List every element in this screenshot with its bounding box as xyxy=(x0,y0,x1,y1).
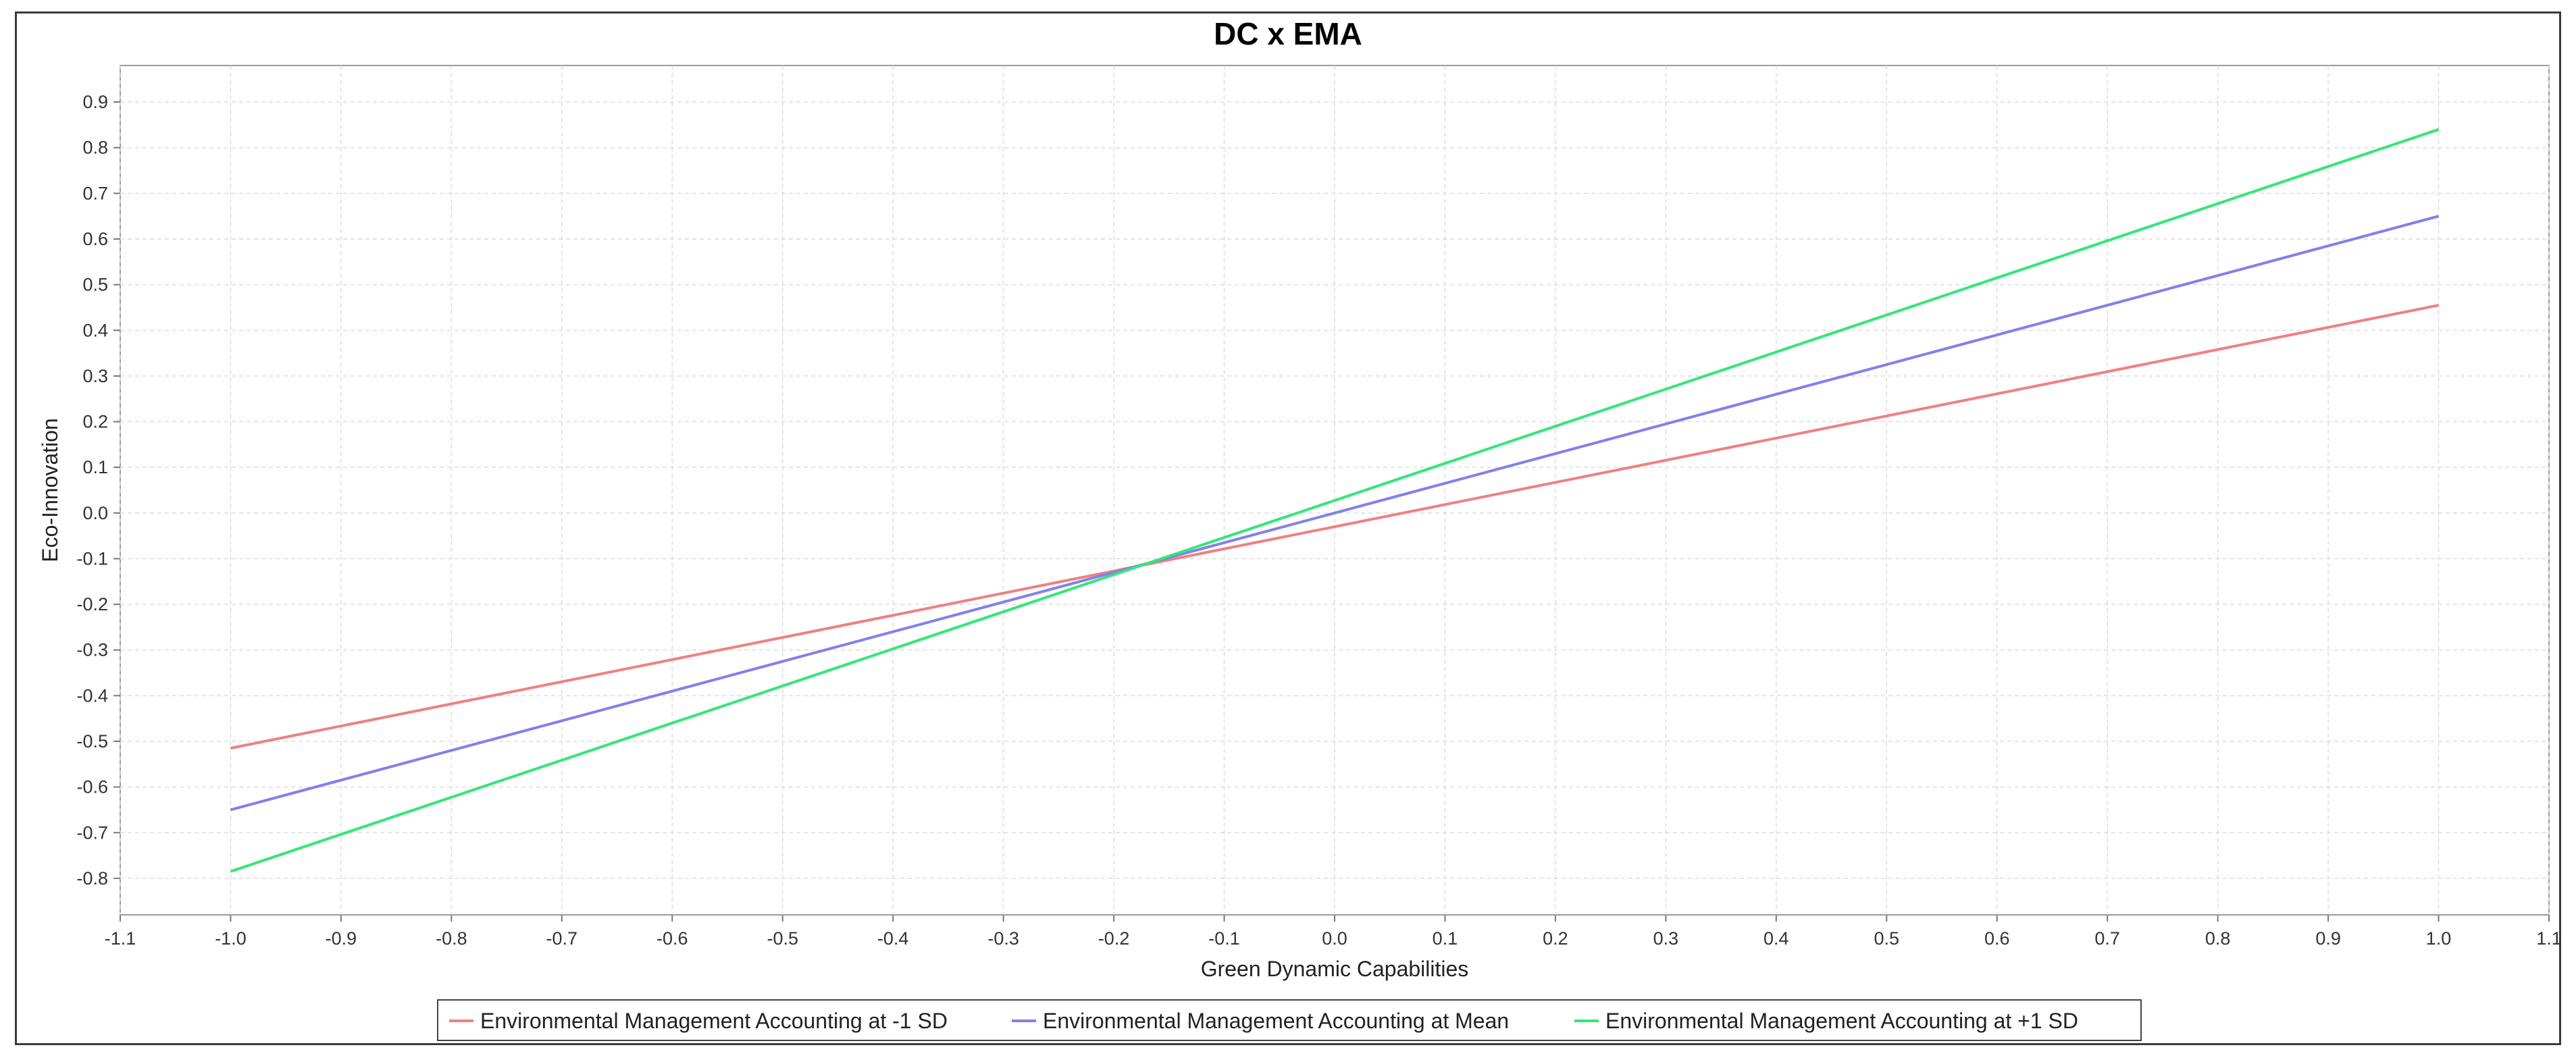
x-axis: -1.1 -1.0 -0.9 -0.8 -0.7 -0.6 -0.5 -0.4 -0.3 -0.2… xyxy=(105,915,2562,949)
x-tick-label: -0.7 xyxy=(546,928,578,949)
y-tick-label: 0.9 xyxy=(82,92,108,112)
legend-label-2: Environmental Management Accounting at M… xyxy=(1043,1009,1509,1033)
y-axis-label: Eco-Innovation xyxy=(38,418,62,562)
series-line-1 xyxy=(230,304,2439,750)
y-tick-label: -0.2 xyxy=(76,594,108,614)
series-line-3 xyxy=(230,128,2440,873)
x-tick-label: -0.9 xyxy=(326,928,357,949)
y-axis: -0.8 -0.7 -0.6 -0.5 -0.4 -0.3 -0.2 -0.1 0.0 0.1 0.… xyxy=(76,92,120,889)
x-tick-label: 1.0 xyxy=(2426,928,2452,949)
y-tick-label: -0.1 xyxy=(76,548,108,568)
x-tick-label: 1.1 xyxy=(2536,928,2562,949)
x-tick-label: -0.6 xyxy=(656,928,688,949)
x-tick-label: 0.8 xyxy=(2205,928,2231,949)
x-tick-label: -1.1 xyxy=(105,928,136,949)
x-tick-label: 0.1 xyxy=(1433,928,1458,949)
y-tick-label: -0.5 xyxy=(76,731,108,751)
x-tick-label: 0.5 xyxy=(1874,928,1899,949)
y-tick-label: 0.3 xyxy=(82,366,108,386)
legend-box xyxy=(437,999,2142,1041)
series-lines xyxy=(230,128,2440,873)
legend: Environmental Management Accounting at -… xyxy=(437,999,2142,1041)
x-tick-label: -1.0 xyxy=(215,928,247,949)
x-tick-label: 0.4 xyxy=(1763,928,1789,949)
y-tick-label: -0.6 xyxy=(76,777,108,797)
x-tick-label: -0.1 xyxy=(1208,928,1240,949)
x-tick-label: 0.2 xyxy=(1543,928,1568,949)
y-tick-label: 0.4 xyxy=(82,320,108,340)
y-tick-label: 0.5 xyxy=(82,275,108,295)
y-tick-label: 0.1 xyxy=(82,457,108,477)
y-tick-label: 0.6 xyxy=(82,229,108,249)
series-line-2 xyxy=(230,215,2440,812)
chart-title: DC x EMA xyxy=(1214,16,1362,51)
x-tick-label: 0.7 xyxy=(2094,928,2120,949)
y-tick-label: -0.3 xyxy=(76,640,108,660)
x-tick-label: -0.2 xyxy=(1098,928,1130,949)
legend-label-3: Environmental Management Accounting at +… xyxy=(1605,1009,2078,1033)
x-tick-label: 0.0 xyxy=(1322,928,1347,949)
x-axis-label: Green Dynamic Capabilities xyxy=(1201,957,1469,981)
y-tick-label: -0.8 xyxy=(76,868,108,889)
x-tick-label: -0.5 xyxy=(767,928,798,949)
x-tick-label: -0.4 xyxy=(877,928,909,949)
y-tick-label: 0.7 xyxy=(82,183,108,203)
y-tick-label: 0.8 xyxy=(82,138,108,158)
x-tick-label: 0.6 xyxy=(1984,928,2010,949)
x-tick-label: -0.8 xyxy=(436,928,467,949)
x-tick-label: 0.3 xyxy=(1653,928,1679,949)
x-tick-label: 0.9 xyxy=(2315,928,2341,949)
y-tick-label: 0.0 xyxy=(82,503,108,523)
grid xyxy=(120,65,2550,915)
legend-label-1: Environmental Management Accounting at -… xyxy=(480,1009,948,1033)
x-tick-label: -0.3 xyxy=(987,928,1019,949)
y-tick-label: -0.4 xyxy=(76,685,108,706)
y-tick-label: 0.2 xyxy=(82,412,108,432)
y-tick-label: -0.7 xyxy=(76,822,108,843)
